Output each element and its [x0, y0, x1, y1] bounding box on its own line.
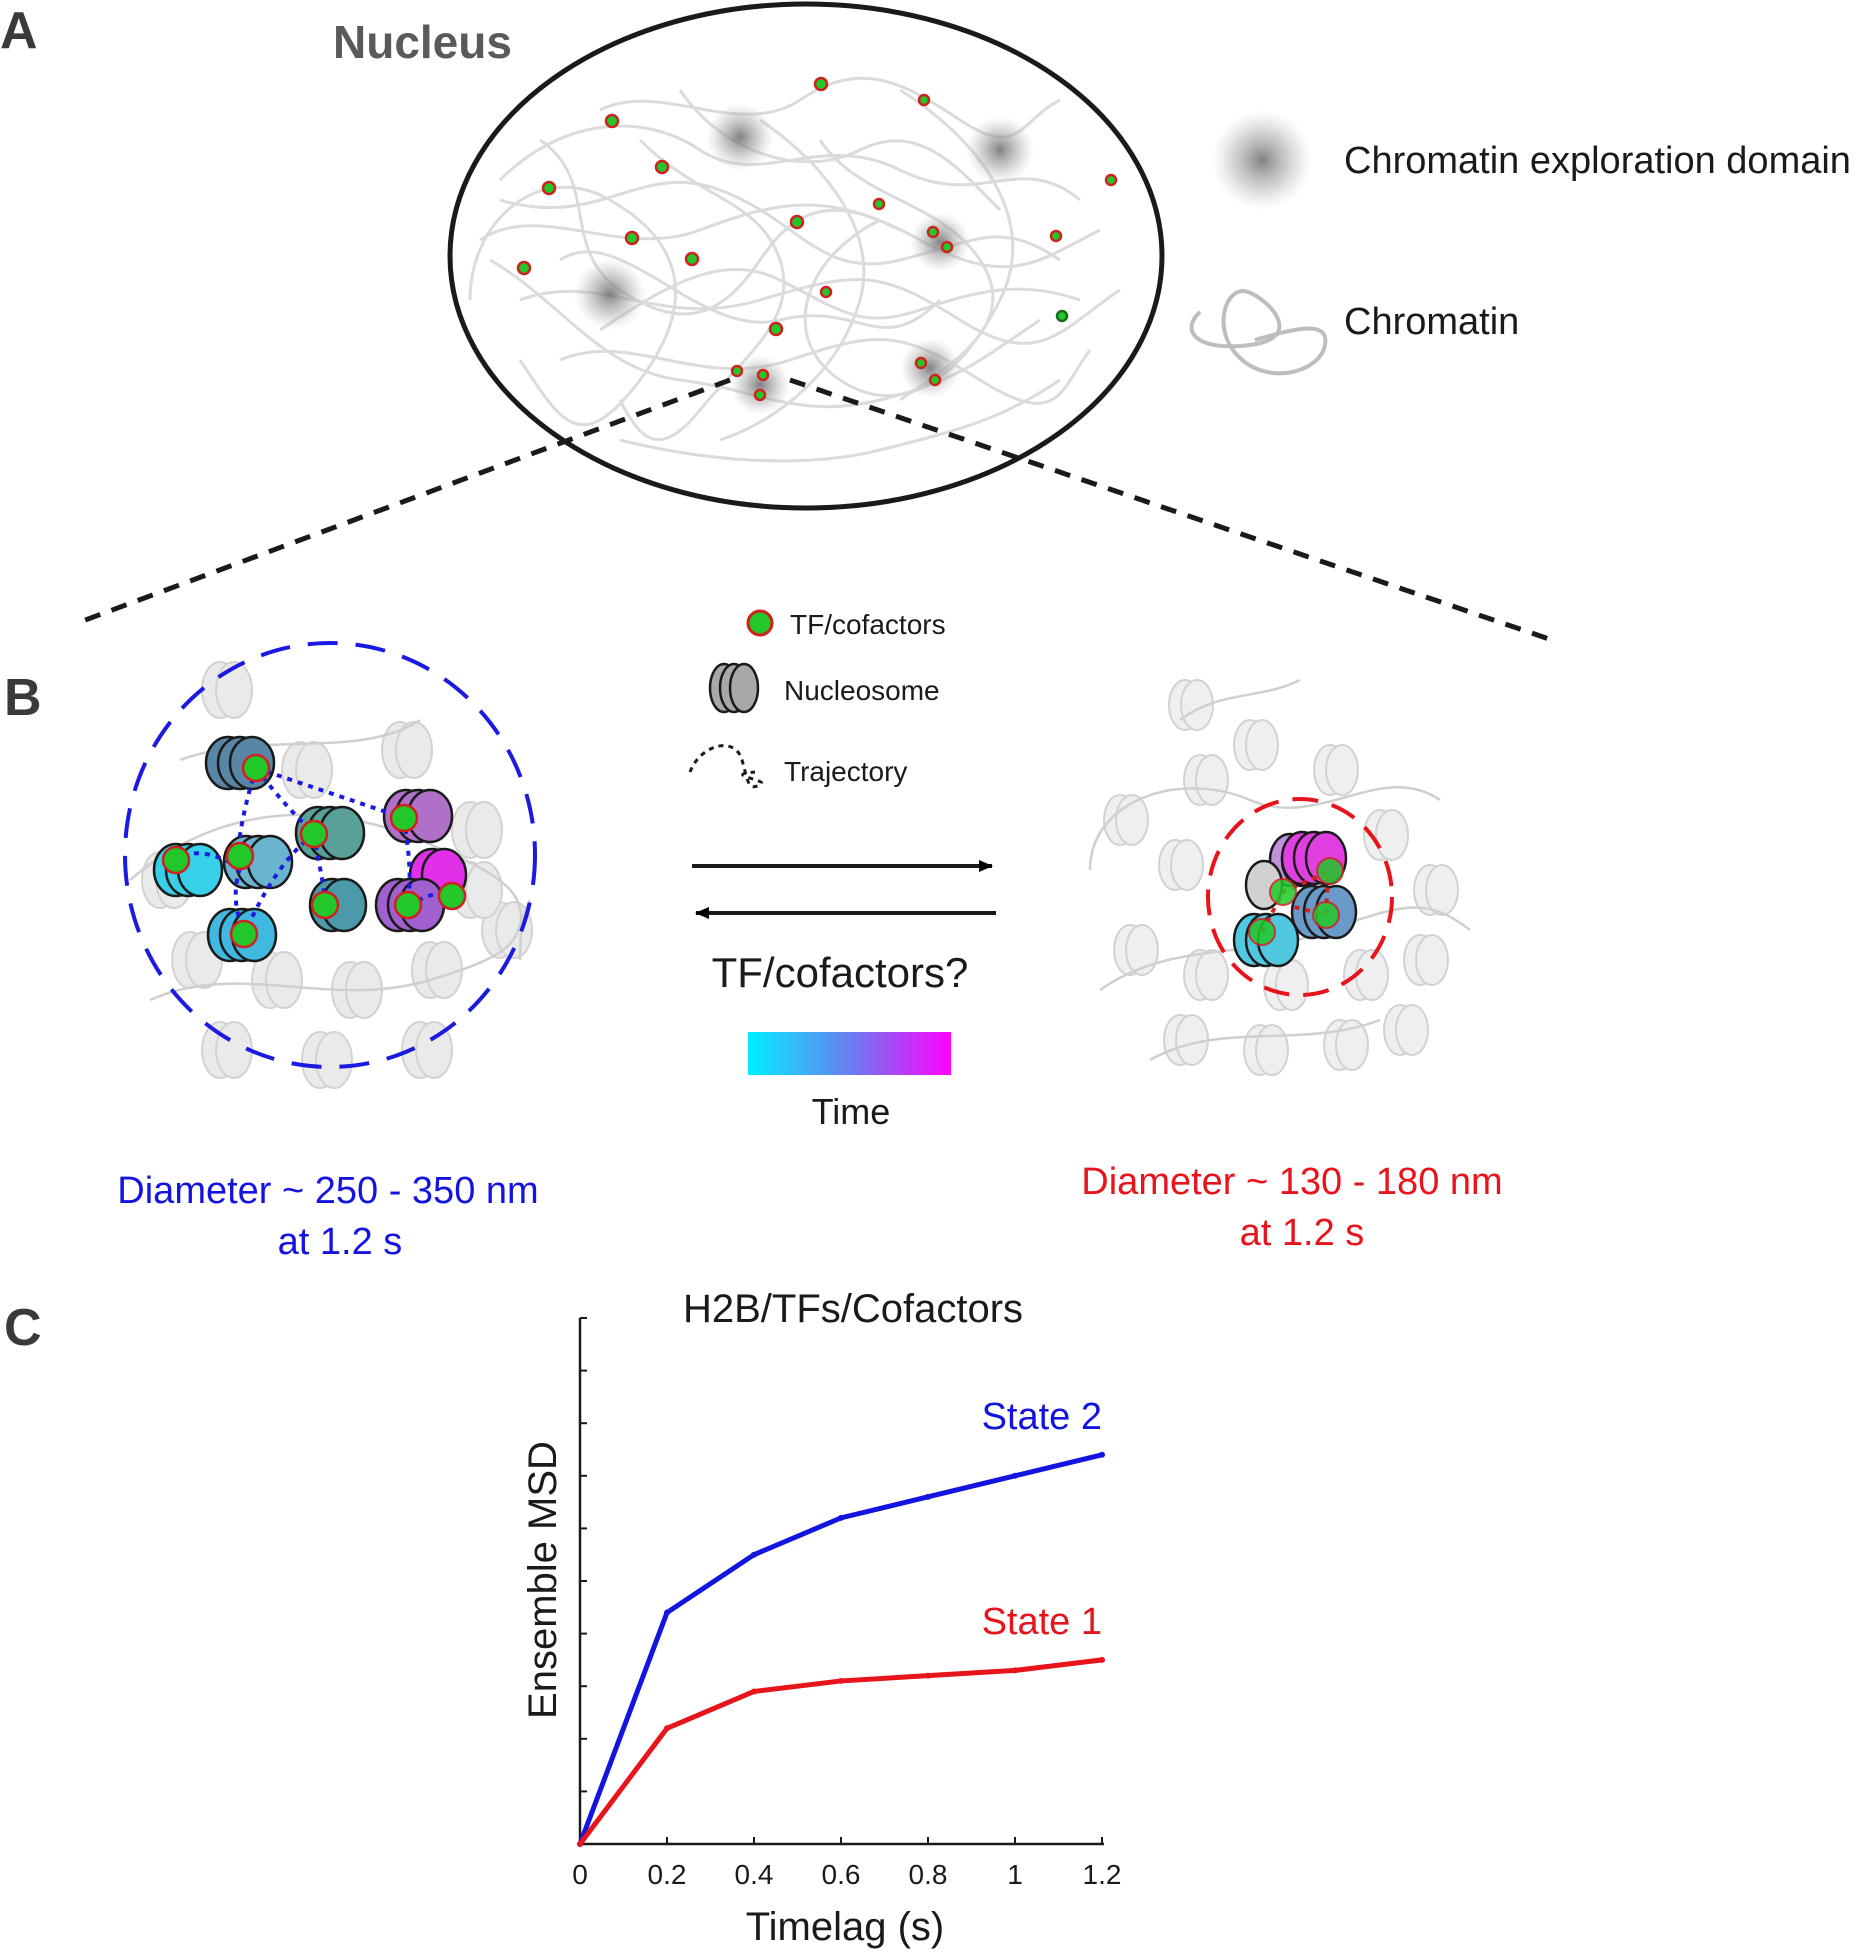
x-ticks: 0 0.2 0.4 0.6 0.8 1 1.2 [572, 1837, 1121, 1890]
tf-dots [516, 76, 1118, 402]
x-tick-label: 0.2 [648, 1859, 687, 1890]
nucleus-title: Nucleus [333, 16, 512, 68]
series-line-state-2 [577, 1452, 1103, 1845]
left-diameter-label: Diameter ~ 250 - 350 nm [117, 1170, 538, 1212]
data-point [751, 1688, 757, 1695]
trajectory-swatch-icon [688, 744, 764, 789]
panel-letter-c: C [4, 1299, 42, 1357]
msd-chart: H2B/TFs/Cofactors 0 0.2 0.4 0.6 0.8 1 1.2 Stat… [521, 1287, 1121, 1949]
x-tick-label: 0.8 [909, 1859, 948, 1890]
x-axis-label: Timelag (s) [746, 1905, 945, 1949]
legend-chromatin-label: Chromatin [1344, 301, 1519, 343]
series-line-state-1 [578, 1657, 1103, 1846]
data-point [1099, 1451, 1105, 1458]
legend-domain-label: Chromatin exploration domain [1344, 140, 1851, 182]
x-tick-label: 1.2 [1083, 1859, 1122, 1890]
data-point [1012, 1667, 1018, 1674]
tf-swatch-icon [746, 609, 774, 637]
x-tick-label: 0 [572, 1859, 588, 1890]
exploration-domains [574, 103, 1034, 415]
right-diameter-label: Diameter ~ 130 - 180 nm [1081, 1161, 1502, 1203]
legend-nucleosome: Nucleosome [708, 662, 940, 714]
right-tf-dots [1248, 857, 1344, 946]
series-layer: State 2 State 1 [577, 1396, 1105, 1847]
time-label: Time [812, 1091, 891, 1132]
legend-tf: TF/cofactors [746, 609, 946, 640]
left-time-label: at 1.2 s [278, 1221, 403, 1263]
time-colorbar [748, 1032, 951, 1075]
data-point [664, 1609, 670, 1616]
data-point [751, 1551, 757, 1558]
data-point [577, 1841, 583, 1847]
left-domain-circle [123, 641, 537, 1069]
chromatin-swatch-icon [1189, 289, 1328, 376]
domain-swatch-icon [1212, 110, 1312, 210]
data-point [838, 1677, 844, 1684]
x-tick-label: 0.6 [822, 1859, 861, 1890]
x-tick-label: 0.4 [735, 1859, 774, 1890]
x-tick-label: 1 [1007, 1859, 1023, 1890]
legend-tf-label: TF/cofactors [790, 609, 946, 640]
nucleosome-swatch-icon [708, 662, 760, 714]
zoom-lines [79, 377, 1553, 643]
data-point [1099, 1656, 1105, 1663]
y-axis-label: Ensemble MSD [521, 1441, 565, 1719]
data-point [664, 1725, 670, 1732]
arrows-label: TF/cofactors? [712, 949, 969, 996]
series-label: State 1 [982, 1601, 1102, 1643]
legend-nucleosome-label: Nucleosome [784, 675, 940, 706]
left-tf-dots [161, 753, 467, 949]
chart-title: H2B/TFs/Cofactors [683, 1287, 1023, 1331]
legend-trajectory: Trajectory [688, 744, 907, 789]
data-point [1012, 1472, 1018, 1479]
data-point [925, 1493, 931, 1500]
y-ticks [580, 1317, 587, 1793]
data-point [925, 1672, 931, 1679]
panel-letter-b: B [4, 669, 42, 727]
legend-chromatin: Chromatin [1189, 289, 1519, 376]
right-domain-circle [1206, 797, 1394, 997]
left-cluster [123, 641, 537, 1089]
panel-letter-a: A [0, 2, 38, 60]
data-point [838, 1514, 844, 1521]
equilibrium-arrows [692, 860, 996, 919]
nucleus [447, 1, 1165, 511]
series-label: State 2 [982, 1396, 1102, 1438]
legend-domain: Chromatin exploration domain [1212, 110, 1851, 210]
right-cluster [1088, 678, 1471, 1076]
right-time-label: at 1.2 s [1240, 1212, 1365, 1254]
legend-trajectory-label: Trajectory [784, 756, 907, 787]
